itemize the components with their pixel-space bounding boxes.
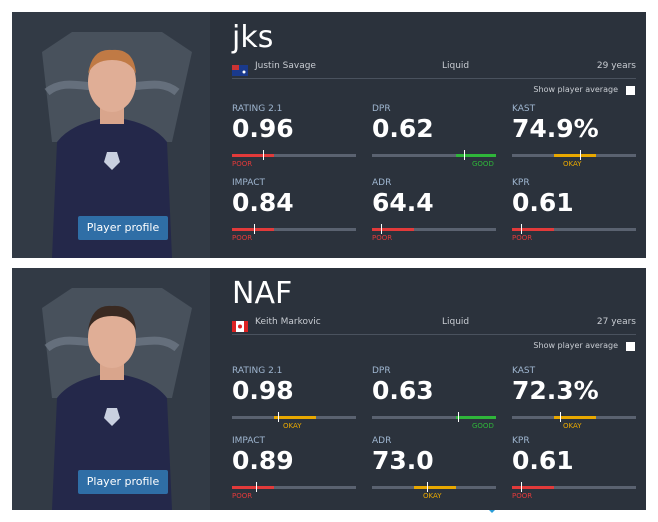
stat-bar bbox=[372, 482, 496, 492]
stat-bar bbox=[512, 482, 636, 492]
stat-value: 0.96 bbox=[232, 114, 294, 143]
player-nickname: jks bbox=[232, 20, 274, 55]
stat-label: KAST bbox=[512, 104, 536, 114]
stat-rating: POOR bbox=[232, 234, 253, 242]
stat-value: 0.98 bbox=[232, 376, 294, 405]
stat-bar-marker bbox=[458, 412, 459, 422]
player-nickname: NAF bbox=[232, 276, 293, 311]
stat-rating: POOR bbox=[372, 234, 393, 242]
stat-value: 72.3% bbox=[512, 376, 599, 405]
stat-bar-segment bbox=[232, 154, 274, 157]
stat-bar-marker bbox=[521, 482, 522, 492]
stat-rating: POOR bbox=[512, 492, 533, 500]
stat-label: IMPACT bbox=[232, 178, 266, 188]
stat-rating: POOR bbox=[232, 160, 253, 168]
stat-rating: GOOD bbox=[472, 160, 494, 168]
divider bbox=[232, 78, 636, 79]
stat-bar bbox=[232, 150, 356, 160]
stat-label: DPR bbox=[372, 366, 391, 376]
stat-bar-marker bbox=[278, 412, 279, 422]
stat-bar bbox=[372, 224, 496, 234]
stat-value: 74.9% bbox=[512, 114, 599, 143]
stat-value: 0.62 bbox=[372, 114, 434, 143]
stat-label: RATING 2.1 bbox=[232, 104, 283, 114]
stat-bar-segment bbox=[512, 486, 554, 489]
player-profile-button[interactable]: Player profile bbox=[78, 470, 168, 494]
stat-value: 0.89 bbox=[232, 446, 294, 475]
stat-bar-segment bbox=[372, 228, 414, 231]
stat-bar-segment bbox=[512, 228, 554, 231]
stat-bar-segment bbox=[456, 154, 496, 157]
stat-label: KPR bbox=[512, 436, 530, 446]
stat-value: 0.84 bbox=[232, 188, 294, 217]
team-name: Liquid bbox=[442, 317, 470, 327]
stat-rating: OKAY bbox=[283, 422, 302, 430]
stat-bar-segment bbox=[414, 486, 456, 489]
country-flag bbox=[232, 317, 248, 332]
stat-bar-marker bbox=[521, 224, 522, 234]
stat-label: DPR bbox=[372, 104, 391, 114]
average-checkbox[interactable] bbox=[626, 342, 635, 351]
stat-rating: POOR bbox=[232, 492, 253, 500]
player-card: Player profile jks Justin Savage Liquid 29 y… bbox=[12, 12, 646, 258]
stat-bar-marker bbox=[464, 150, 465, 160]
real-name: Justin Savage bbox=[255, 61, 316, 71]
stat-bar-marker bbox=[254, 224, 255, 234]
stat-value: 0.63 bbox=[372, 376, 434, 405]
stat-rating: OKAY bbox=[563, 422, 582, 430]
stat-label: RATING 2.1 bbox=[232, 366, 283, 376]
divider bbox=[232, 334, 636, 335]
real-name: Keith Markovic bbox=[255, 317, 321, 327]
average-checkbox[interactable] bbox=[626, 86, 635, 95]
stat-bar-segment bbox=[554, 416, 596, 419]
stat-bar-segment bbox=[232, 486, 274, 489]
stat-bar-segment bbox=[456, 416, 496, 419]
stat-value: 64.4 bbox=[372, 188, 434, 217]
stat-bar-segment bbox=[274, 416, 316, 419]
stat-label: KPR bbox=[512, 178, 530, 188]
stat-bar-marker bbox=[381, 224, 382, 234]
stat-value: 0.61 bbox=[512, 446, 574, 475]
show-average-label: Show player average bbox=[533, 341, 618, 350]
stat-bar bbox=[232, 482, 356, 492]
stat-bar-marker bbox=[560, 412, 561, 422]
stat-bar-marker bbox=[427, 482, 428, 492]
stat-rating: GOOD bbox=[472, 422, 494, 430]
stat-value: 0.61 bbox=[512, 188, 574, 217]
player-card: Player profile NAF Keith Markovic Liquid 27 … bbox=[12, 268, 646, 510]
player-age: 27 years bbox=[596, 317, 636, 327]
stat-label: KAST bbox=[512, 366, 536, 376]
stat-label: IMPACT bbox=[232, 436, 266, 446]
stat-bar bbox=[512, 224, 636, 234]
stat-bar bbox=[512, 412, 636, 422]
stat-label: ADR bbox=[372, 436, 392, 446]
stat-rating: POOR bbox=[512, 234, 533, 242]
stat-bar-marker bbox=[256, 482, 257, 492]
stat-rating: OKAY bbox=[423, 492, 442, 500]
stat-bar-segment bbox=[232, 228, 274, 231]
stat-bar-marker bbox=[580, 150, 581, 160]
show-average-label: Show player average bbox=[533, 85, 618, 94]
stat-rating: OKAY bbox=[563, 160, 582, 168]
stat-bar bbox=[372, 150, 496, 160]
stat-label: ADR bbox=[372, 178, 392, 188]
team-name: Liquid bbox=[442, 61, 470, 71]
country-flag bbox=[232, 61, 248, 76]
stat-value: 73.0 bbox=[372, 446, 434, 475]
stat-bar bbox=[232, 224, 356, 234]
player-profile-button[interactable]: Player profile bbox=[78, 216, 168, 240]
stat-bar bbox=[372, 412, 496, 422]
player-age: 29 years bbox=[596, 61, 636, 71]
stat-bar bbox=[512, 150, 636, 160]
stat-bar-segment bbox=[554, 154, 596, 157]
stat-bar bbox=[232, 412, 356, 422]
stat-bar-marker bbox=[263, 150, 264, 160]
